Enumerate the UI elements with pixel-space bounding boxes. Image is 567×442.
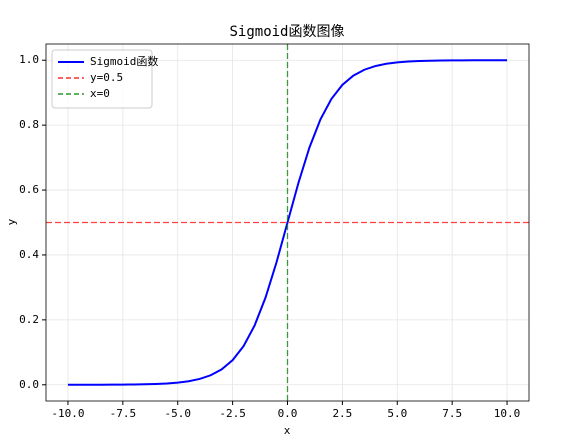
plot-frame — [45, 43, 530, 402]
legend-label: Sigmoid函数 — [90, 55, 158, 68]
x-tick-label: 2.5 — [332, 407, 352, 420]
x-tick-label: 10.0 — [494, 407, 521, 420]
x-tick-label: -5.0 — [164, 407, 191, 420]
y-axis-label: y — [5, 218, 18, 225]
data-line — [67, 59, 508, 386]
legend-label: y=0.5 — [90, 71, 123, 84]
y-tick-label: 0.6 — [19, 183, 39, 196]
legend-label: x=0 — [90, 87, 110, 100]
chart-title: Sigmoid函数图像 — [229, 24, 344, 40]
x-tick-label: 7.5 — [442, 407, 462, 420]
y-tick-label: 0.4 — [19, 248, 39, 261]
x-tick-label: -2.5 — [219, 407, 246, 420]
x-tick-label: 5.0 — [387, 407, 407, 420]
x-tick-label: 0.0 — [278, 407, 298, 420]
y-tick-label: 0.8 — [19, 118, 39, 131]
y-tick-label: 0.0 — [19, 378, 39, 391]
x-tick-label: -10.0 — [51, 407, 84, 420]
x-tick-label: -7.5 — [110, 407, 137, 420]
y-tick-label: 1.0 — [19, 53, 39, 66]
x-axis-label: x — [284, 424, 291, 437]
y-tick-label: 0.2 — [19, 313, 39, 326]
